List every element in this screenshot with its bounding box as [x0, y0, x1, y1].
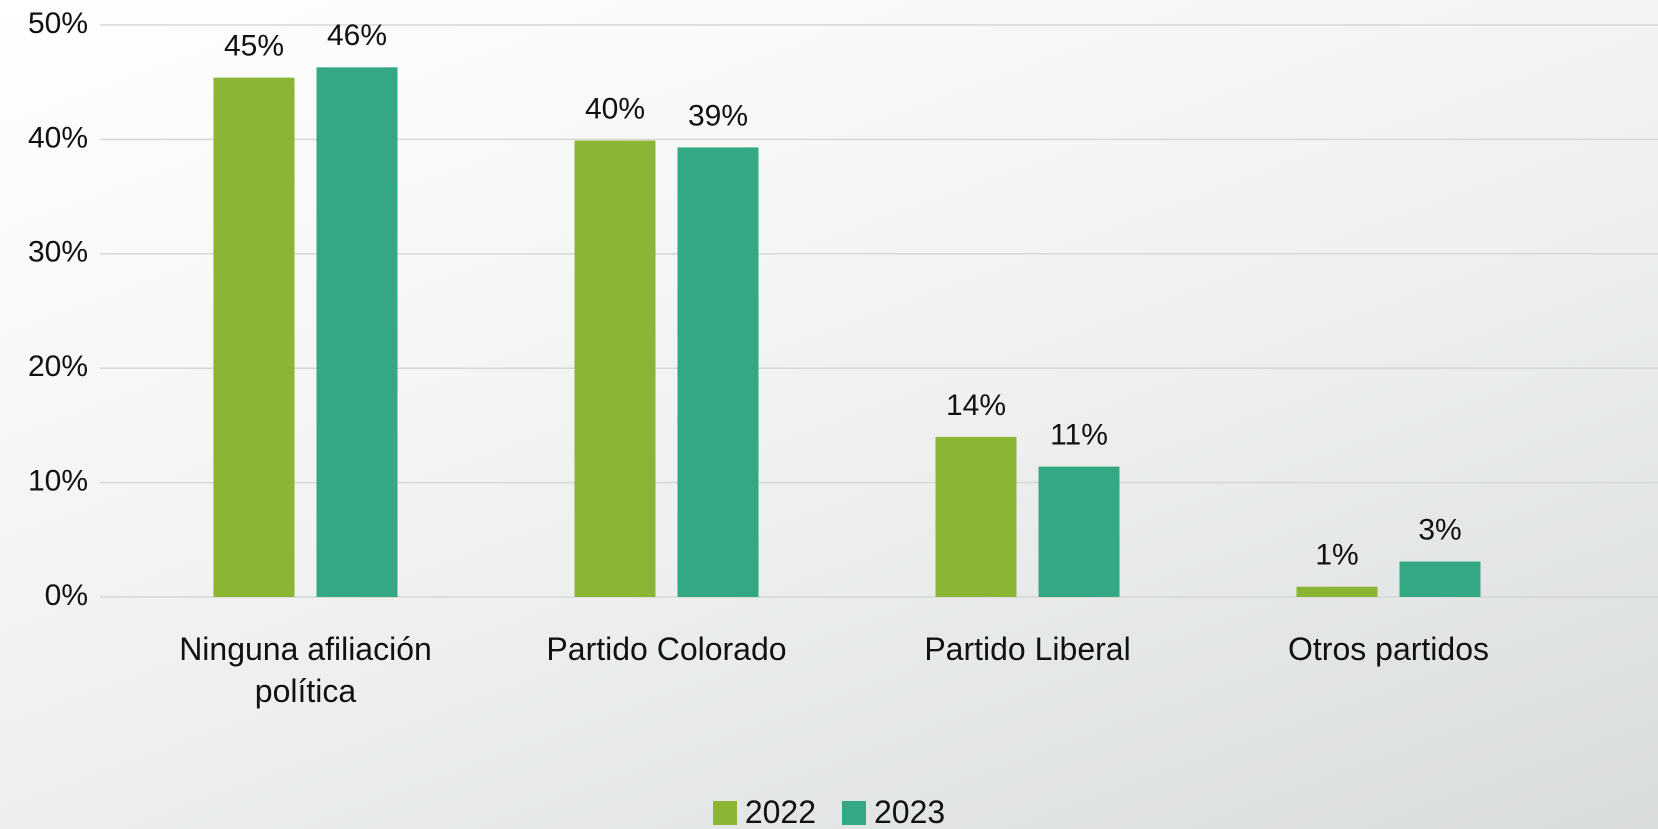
y-tick-label: 0% — [45, 579, 88, 612]
x-tick-label: Otros partidos — [1288, 631, 1489, 667]
bar — [1399, 561, 1481, 597]
data-label: 39% — [688, 99, 748, 132]
legend-label: 2022 — [744, 794, 816, 829]
legend-swatch — [712, 800, 737, 825]
bar — [677, 147, 759, 597]
x-tick-label: Partido Liberal — [924, 631, 1131, 667]
legend-item: 2023 — [842, 794, 945, 829]
y-tick-label: 10% — [28, 465, 88, 498]
bar — [574, 140, 656, 597]
y-tick-label: 40% — [28, 121, 88, 154]
data-label: 1% — [1315, 539, 1358, 572]
bar — [1038, 466, 1120, 597]
bar — [935, 436, 1017, 597]
data-label: 40% — [585, 92, 645, 125]
data-label: 11% — [1050, 419, 1108, 452]
data-label: 14% — [946, 389, 1006, 422]
x-tick-label: Partido Colorado — [546, 631, 787, 667]
bar — [1296, 586, 1378, 597]
legend: 2022 2023 — [0, 794, 1658, 829]
legend-label: 2023 — [874, 794, 946, 829]
y-tick-label: 20% — [28, 350, 88, 383]
data-label: 3% — [1418, 513, 1461, 546]
x-tick-label: Ninguna afiliación política — [179, 631, 432, 709]
legend-swatch — [842, 800, 866, 825]
legend-item: 2022 — [712, 794, 816, 829]
y-tick-label: 50% — [28, 7, 88, 40]
y-tick-label: 30% — [28, 236, 88, 269]
data-label: 45% — [224, 30, 284, 63]
data-label: 46% — [327, 19, 387, 52]
bar — [316, 67, 398, 597]
bar — [213, 77, 295, 597]
